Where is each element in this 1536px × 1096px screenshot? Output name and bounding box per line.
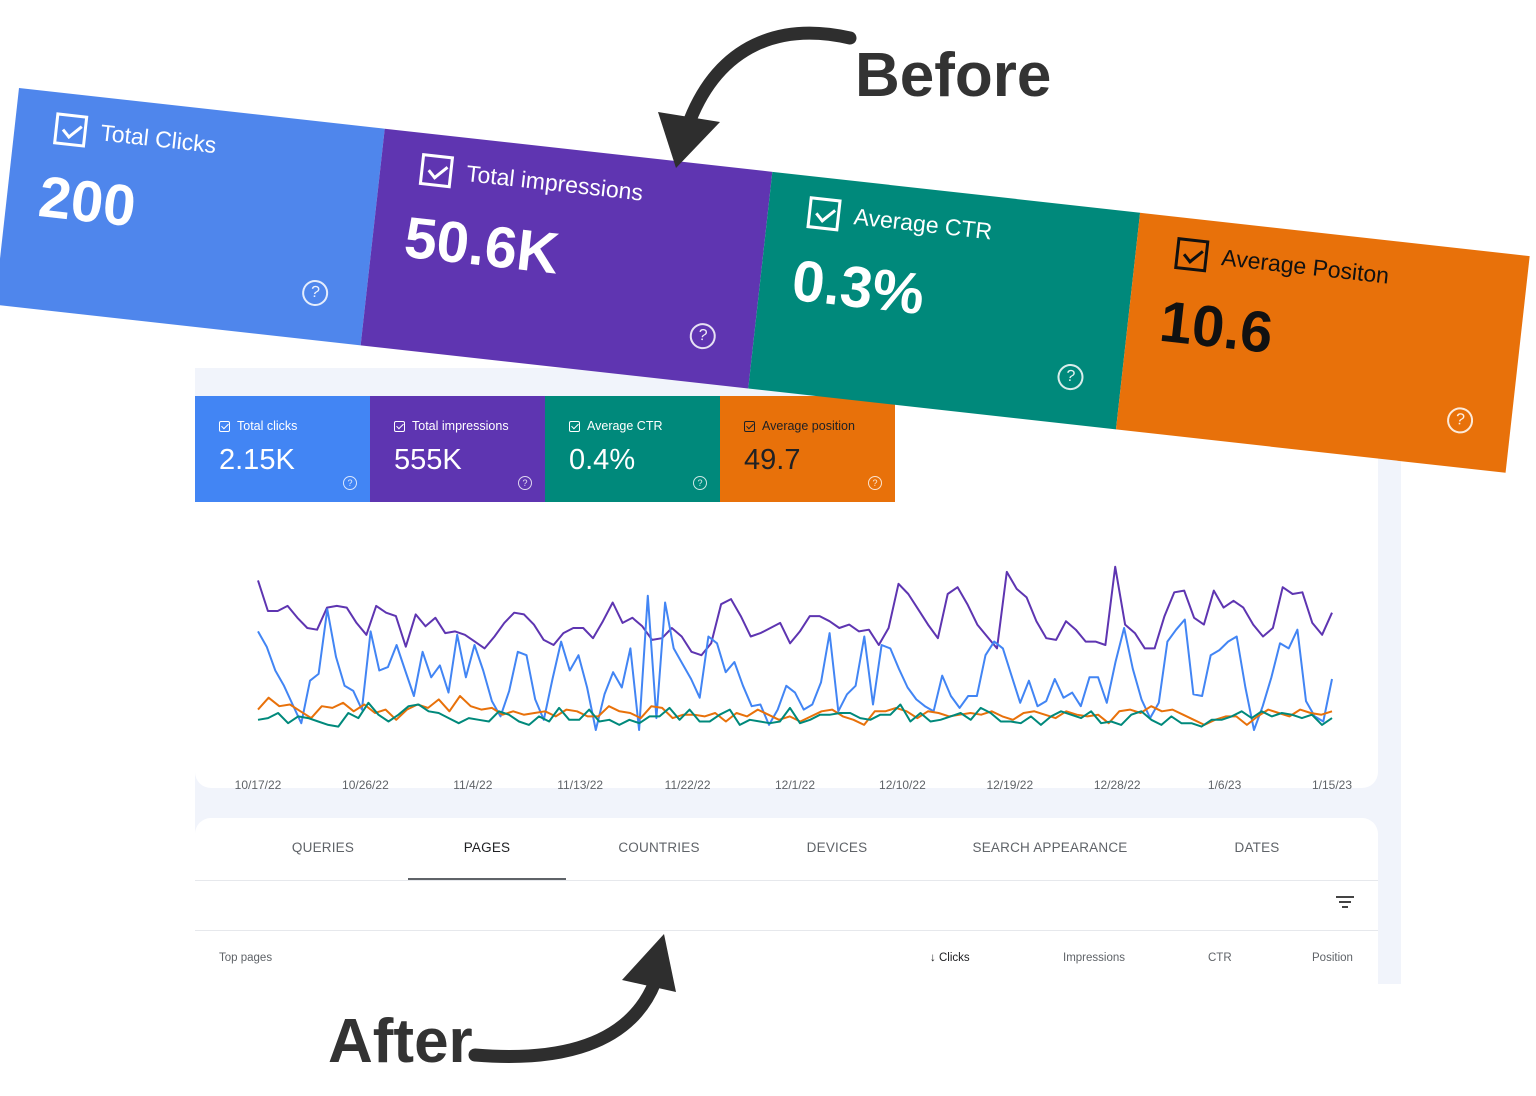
help-icon[interactable]: ?: [868, 476, 882, 490]
sort-down-icon: ↓: [930, 952, 936, 964]
column-header-clicks[interactable]: ↓ Clicks: [930, 952, 970, 964]
tab-countries[interactable]: COUNTRIES: [618, 840, 700, 855]
metric-cards: Total clicks 2.15K ? Total impressions 5…: [195, 396, 895, 502]
metric-value: 555K: [394, 444, 462, 476]
column-header-ctr[interactable]: CTR: [1208, 952, 1232, 964]
after-screenshot-panel: 10/17/22 10/26/22 11/4/22 11/13/22 11/22/22 1…: [195, 368, 1401, 984]
tab-search-appearance[interactable]: SEARCH APPEARANCE: [972, 840, 1128, 855]
column-header-label: Clicks: [938, 952, 970, 964]
x-tick-label: 12/28/22: [1093, 778, 1141, 792]
metric-card-impressions[interactable]: Total impressions 555K ?: [370, 396, 545, 502]
tab-devices[interactable]: DEVICES: [806, 840, 868, 855]
x-tick-label: 11/22/22: [664, 778, 711, 792]
metric-label: Total clicks: [237, 419, 298, 433]
x-tick-label: 11/13/22: [557, 778, 604, 792]
metric-card-position[interactable]: Average position 49.7 ?: [720, 396, 895, 502]
help-icon[interactable]: ?: [343, 476, 357, 490]
x-tick-label: 11/4/22: [453, 778, 493, 792]
metric-card-ctr[interactable]: Average CTR 0.4% ?: [545, 396, 720, 502]
tab-pages[interactable]: PAGES: [463, 840, 511, 855]
metric-value: 0.4%: [569, 444, 636, 476]
before-caption: Before: [855, 41, 1052, 110]
metric-label: Average CTR: [587, 419, 663, 433]
column-header-impressions[interactable]: Impressions: [1063, 952, 1125, 964]
x-tick-label: 1/6/23: [1207, 778, 1242, 792]
divider: [195, 880, 1378, 881]
metric-label: Total impressions: [412, 419, 509, 433]
help-icon[interactable]: ?: [518, 476, 532, 490]
checkbox-icon[interactable]: [394, 421, 405, 432]
metric-value: 2.15K: [219, 444, 295, 476]
x-tick-label: 10/17/22: [234, 778, 282, 792]
x-tick-label: 1/15/23: [1311, 778, 1353, 792]
active-tab-indicator: [408, 878, 566, 881]
chart-series-line-1: [257, 594, 1333, 731]
metric-label: Average position: [762, 419, 855, 433]
column-header-position[interactable]: Position: [1312, 952, 1353, 964]
curved-arrow-icon: [658, 26, 857, 168]
filter-icon[interactable]: [1335, 894, 1355, 910]
tab-queries[interactable]: QUERIES: [291, 840, 355, 855]
x-tick-label: 12/10/22: [879, 778, 926, 792]
checkbox-icon[interactable]: [569, 421, 580, 432]
metric-value: 49.7: [744, 444, 801, 476]
x-tick-label: 12/19/22: [986, 778, 1034, 792]
column-header-top-pages: Top pages: [219, 952, 273, 964]
chart-series-line-2: [257, 695, 1333, 726]
help-icon[interactable]: ?: [693, 476, 707, 490]
tab-dates[interactable]: DATES: [1234, 840, 1280, 855]
checkbox-icon[interactable]: [744, 421, 755, 432]
performance-line-chart: [257, 565, 1333, 731]
chart-series-line-3: [257, 701, 1333, 728]
x-tick-label: 10/26/22: [342, 778, 389, 792]
report-tabs-card: QUERIES PAGES COUNTRIES DEVICES SEARCH A…: [195, 818, 1378, 984]
divider: [195, 930, 1378, 931]
chart-series-line-0: [257, 565, 1333, 657]
x-tick-label: 12/1/22: [774, 778, 816, 792]
after-caption: After: [328, 1007, 473, 1076]
checkbox-icon[interactable]: [219, 421, 230, 432]
metric-card-clicks[interactable]: Total clicks 2.15K ?: [195, 396, 370, 502]
curved-arrow-icon: [468, 934, 676, 1063]
